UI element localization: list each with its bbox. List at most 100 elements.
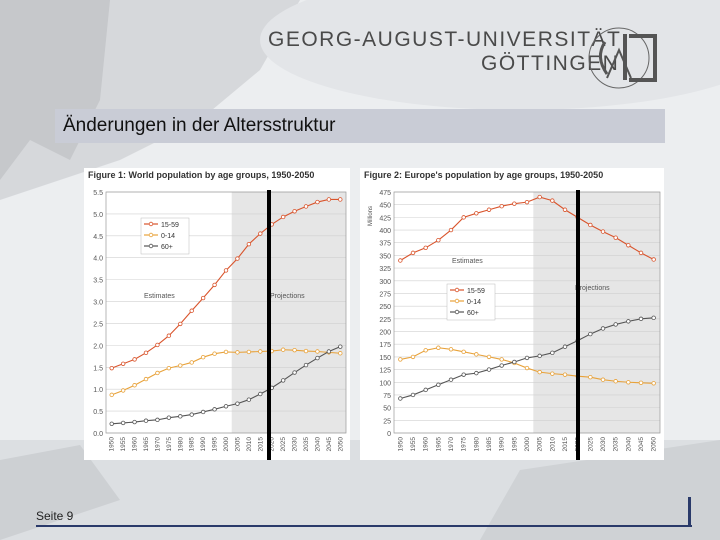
data-point <box>189 412 194 417</box>
data-point <box>258 349 263 354</box>
data-point <box>235 401 240 406</box>
data-point <box>315 199 320 205</box>
y-tick-label: 0 <box>387 431 391 438</box>
data-point <box>246 349 252 355</box>
data-point <box>562 207 568 212</box>
legend-label: 15-59 <box>467 288 485 295</box>
data-point <box>600 377 606 382</box>
x-tick-label: 1980 <box>473 437 480 452</box>
data-point <box>212 351 217 356</box>
y-tick-label: 100 <box>379 380 391 387</box>
y-tick-label: 2.5 <box>93 321 103 328</box>
data-point <box>280 347 286 352</box>
data-point <box>178 321 183 327</box>
data-point <box>258 391 263 397</box>
x-tick-label: 1965 <box>435 437 442 452</box>
data-point <box>537 369 542 375</box>
data-point <box>189 308 194 313</box>
data-point <box>143 376 149 382</box>
legend-marker <box>148 221 154 227</box>
data-point <box>398 357 403 362</box>
x-tick-label: 2015 <box>562 437 569 452</box>
data-point <box>588 222 593 228</box>
y-tick-label: 5.5 <box>93 190 103 197</box>
data-point <box>638 316 644 322</box>
slide-title: Änderungen in der Altersstruktur <box>63 115 336 136</box>
university-seal-icon <box>588 27 657 89</box>
projection-shade <box>231 192 346 433</box>
x-tick-label: 2040 <box>314 437 321 452</box>
data-point <box>223 349 229 355</box>
data-point <box>315 355 320 361</box>
chart-svg-europe: 0 25 50 75 100 125 150 175 200 225 250 275 300 325 350… <box>368 190 661 452</box>
university-name-line2: GÖTTINGEN <box>481 52 620 75</box>
data-point <box>292 209 297 214</box>
x-tick-label: 2030 <box>292 437 299 452</box>
data-point <box>155 417 160 423</box>
x-tick-label: 1975 <box>461 437 468 452</box>
data-point <box>315 349 320 354</box>
data-point <box>537 353 542 359</box>
chart-europe-population: Figure 2: Europe's population by age gro… <box>360 168 664 460</box>
data-point <box>626 319 631 324</box>
data-point <box>588 331 593 337</box>
data-point <box>303 348 309 354</box>
data-point <box>235 256 240 261</box>
data-point <box>499 204 504 209</box>
legend-marker <box>148 243 154 249</box>
data-point <box>258 231 263 236</box>
x-tick-label: 2050 <box>337 437 344 452</box>
data-point <box>474 352 479 357</box>
x-tick-label: 1990 <box>200 437 207 452</box>
y-tick-label: 300 <box>379 279 391 286</box>
data-point <box>448 227 454 233</box>
y-tick-label: 5.0 <box>93 212 103 219</box>
data-point <box>524 355 530 361</box>
x-tick-label: 2035 <box>303 437 310 452</box>
data-point <box>550 350 555 356</box>
projection-shade <box>533 192 660 433</box>
data-point <box>338 351 343 356</box>
data-point <box>448 347 454 352</box>
annotation-estimates: Estimates <box>452 258 483 265</box>
data-point <box>588 374 593 380</box>
data-point <box>200 295 206 301</box>
data-point <box>600 326 606 331</box>
data-point <box>499 357 504 362</box>
data-point <box>398 258 403 263</box>
y-tick-label: 150 <box>379 355 391 362</box>
page-number: Seite 9 <box>36 509 74 523</box>
x-tick-label: 2000 <box>524 437 531 452</box>
data-point <box>143 350 149 356</box>
marker-line-world <box>267 190 271 460</box>
data-point <box>398 396 403 401</box>
y-tick-label: 225 <box>379 317 391 324</box>
y-tick-label: 475 <box>379 190 391 197</box>
data-point <box>235 350 240 355</box>
y-tick-label: 50 <box>383 406 391 413</box>
legend-label: 0-14 <box>467 299 481 306</box>
legend-marker <box>148 232 154 238</box>
legend-marker <box>454 309 460 315</box>
y-tick-label: 2.0 <box>93 343 103 350</box>
annotation-projections: Projections <box>575 285 610 292</box>
data-point <box>613 379 618 384</box>
legend-label: 15-59 <box>161 222 179 229</box>
data-point <box>280 378 286 383</box>
university-wordmark: GEORG-AUGUST-UNIVERSITÄT GÖTTINGEN <box>268 28 621 76</box>
data-point <box>613 235 618 240</box>
data-point <box>338 344 343 349</box>
data-point <box>512 359 517 365</box>
data-point <box>474 370 479 376</box>
data-point <box>109 421 114 426</box>
data-point <box>486 367 492 372</box>
data-point <box>448 377 454 382</box>
data-point <box>338 197 343 202</box>
legend-marker <box>454 287 460 293</box>
data-point <box>155 342 160 348</box>
data-point <box>178 363 183 368</box>
x-tick-label: 1985 <box>189 437 196 452</box>
plot-frame <box>105 191 347 434</box>
y-tick-label: 0.5 <box>93 409 103 416</box>
x-tick-label: 2030 <box>600 437 607 452</box>
